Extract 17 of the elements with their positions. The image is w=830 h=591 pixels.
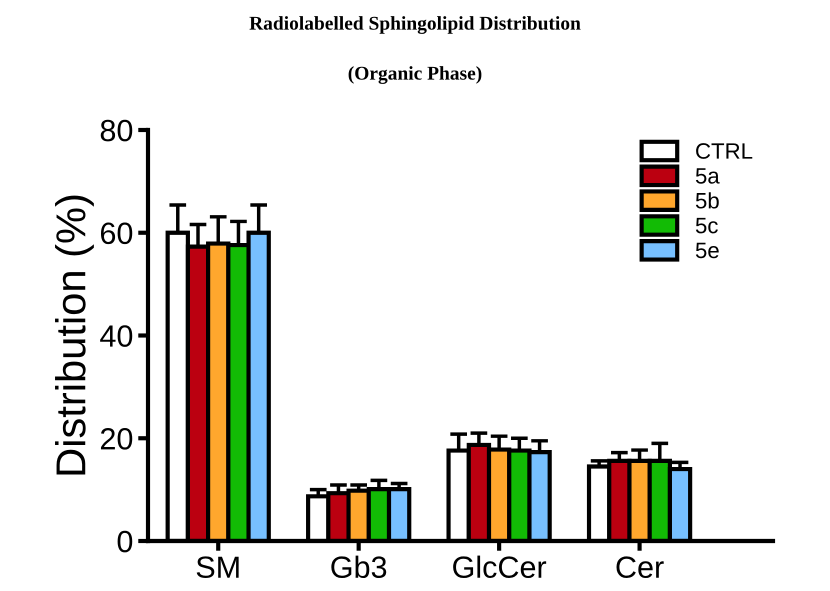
- y-tick-label: 0: [118, 530, 132, 552]
- y-tick-label: 80: [100, 120, 132, 142]
- chart-subtitle: (Organic Phase): [348, 66, 482, 84]
- legend-label: 5b: [696, 192, 719, 209]
- x-tick-label: SM: [196, 556, 239, 578]
- legend-label: 5a: [696, 168, 720, 184]
- y-tick-label: 40: [100, 325, 132, 347]
- chart-title: Radiolabelled Sphingolipid Distribution: [249, 16, 581, 34]
- y-tick-label: 20: [100, 428, 132, 450]
- x-tick-label: Cer: [616, 556, 664, 578]
- x-tick-label: Gb3: [331, 556, 386, 578]
- legend-label: 5c: [696, 218, 718, 234]
- y-tick-label: 60: [100, 222, 132, 244]
- legend-label: CTRL: [696, 143, 752, 159]
- x-tick-label: GlcCer: [453, 556, 546, 578]
- y-axis-title: Distribution (%): [55, 196, 94, 474]
- legend-label: 5e: [696, 242, 719, 258]
